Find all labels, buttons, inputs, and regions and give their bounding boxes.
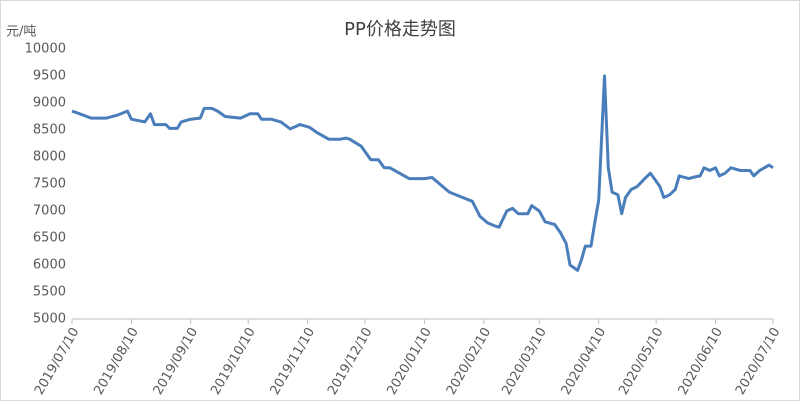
y-tick-label: 9500: [33, 69, 66, 84]
y-tick-label: 8000: [33, 150, 66, 165]
price-line: [71, 74, 774, 272]
y-tick-label: 8500: [33, 123, 66, 138]
y-tick-label: 6500: [33, 231, 66, 246]
y-tick-label: 7500: [33, 177, 66, 192]
y-axis-label: 元/吨: [6, 25, 36, 40]
y-tick-label: 6000: [33, 258, 66, 273]
chart-title: PP价格走势图: [344, 19, 456, 40]
y-tick-label: 9000: [33, 96, 66, 111]
y-tick-label: 5000: [33, 312, 66, 327]
y-tick-label: 5500: [33, 285, 66, 300]
y-tick-label: 7000: [33, 204, 66, 219]
y-tick-label: 10000: [25, 42, 66, 57]
